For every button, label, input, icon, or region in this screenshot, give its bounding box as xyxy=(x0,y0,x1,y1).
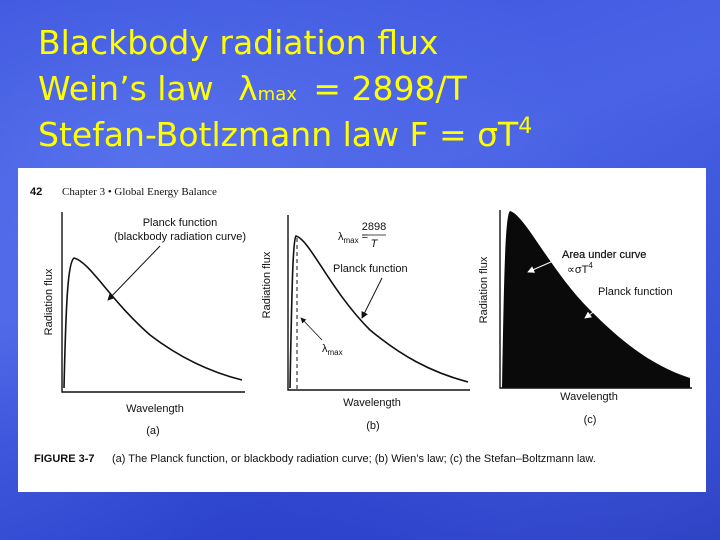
curve-label: Planck function xyxy=(598,286,673,298)
lambda-max-marker: λmax xyxy=(322,343,343,357)
caption-text: (a) The Planck function, or blackbody ra… xyxy=(112,453,596,465)
denominator: T xyxy=(371,238,379,250)
x-axis-label: Wavelength xyxy=(126,403,184,415)
area-under-curve xyxy=(502,211,690,388)
title-text: Stefan-Botlzmann law F = σT xyxy=(38,115,519,154)
area-label: Area under curve xyxy=(562,249,646,261)
arrow xyxy=(107,245,161,301)
subscript: max xyxy=(344,236,359,245)
y-axis-label: Radiation flux xyxy=(261,251,273,318)
title-superscript: 4 xyxy=(518,114,532,139)
title-text: Wein’s law xyxy=(38,69,214,108)
axes xyxy=(287,215,470,391)
subscript: max xyxy=(328,348,343,357)
title-subscript: max xyxy=(258,84,298,105)
title-equation: = 2898/T xyxy=(313,69,467,108)
symbol: λ xyxy=(338,231,344,243)
arrow xyxy=(527,257,561,273)
panel-letter: (a) xyxy=(146,425,159,437)
caption-label: FIGURE 3-7 xyxy=(34,453,95,465)
x-axis-label: Wavelength xyxy=(343,397,401,409)
arrow xyxy=(361,277,383,319)
title-line: Stefan-Botlzmann law F = σT4 xyxy=(38,114,532,154)
equals: = xyxy=(362,231,368,243)
axes xyxy=(499,210,692,389)
panel-c: Area under curve ∝σT4 Planck function Ra… xyxy=(478,210,692,426)
symbol: λ xyxy=(322,343,328,355)
running-head: Chapter 3 • Global Energy Balance xyxy=(62,186,217,198)
panel-letter: (b) xyxy=(366,420,379,432)
curve-label: Planck function xyxy=(333,263,408,275)
y-axis-label: Radiation flux xyxy=(478,256,490,323)
x-axis-label: Wavelength xyxy=(560,391,618,403)
superscript: 4 xyxy=(588,261,593,270)
title-symbol: λ xyxy=(238,69,258,108)
planck-curve xyxy=(289,235,469,389)
panel-a: Planck function (blackbody radiation cur… xyxy=(43,212,246,437)
panel-letter: (c) xyxy=(584,414,597,426)
panel-b: λmax = 2898 T Planck function λmax Radiat… xyxy=(261,215,470,432)
arrow xyxy=(300,317,323,341)
y-axis-label: Radiation flux xyxy=(43,268,55,335)
wien-equation: λmax = xyxy=(338,231,368,245)
axes xyxy=(61,212,245,393)
planck-curve xyxy=(63,257,243,389)
arrow xyxy=(584,299,611,319)
formula: ∝σT xyxy=(567,264,589,276)
curve-label: (blackbody radiation curve) xyxy=(114,231,246,243)
page-number: 42 xyxy=(30,186,42,198)
area-formula: ∝σT4 xyxy=(567,261,593,276)
numerator: 2898 xyxy=(362,221,386,233)
title-line: Blackbody radiation flux xyxy=(38,23,438,62)
curve-label: Planck function xyxy=(143,217,218,229)
title-line: Wein’s law λmax = 2898/T xyxy=(38,69,468,108)
